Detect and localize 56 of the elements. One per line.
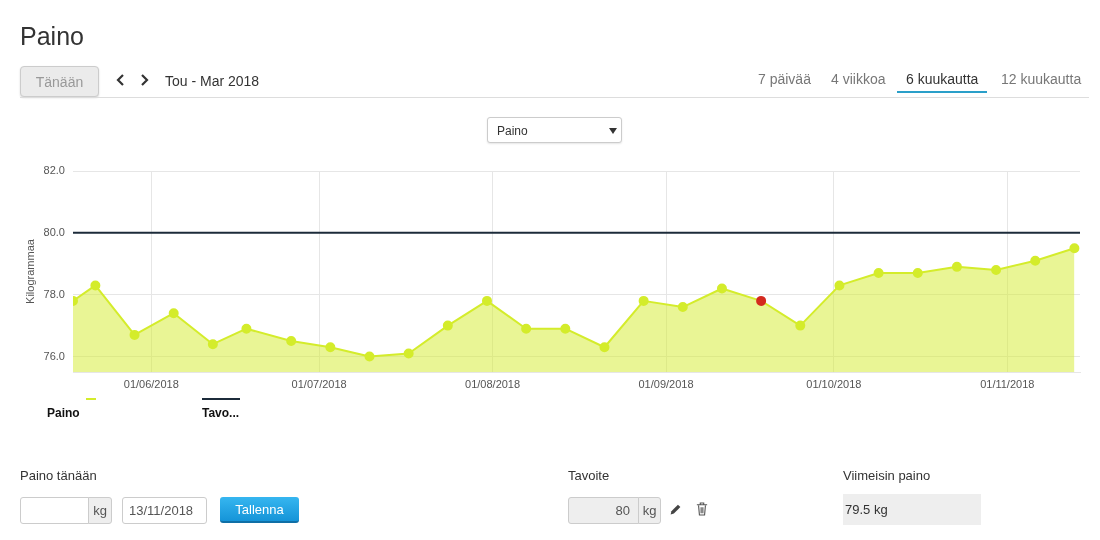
text: 4 viikkoa bbox=[831, 71, 886, 87]
unit-addon: kg bbox=[88, 497, 112, 524]
point bbox=[241, 323, 252, 334]
chart-subtitle: Tou - Mar 2018 bbox=[165, 73, 260, 89]
point bbox=[364, 351, 375, 362]
legend-label: Paino bbox=[47, 406, 81, 420]
y-tick-label: 82.0 bbox=[43, 164, 65, 177]
x-tick-label: 01/11/2018 bbox=[980, 377, 1035, 390]
today-button: Tänään bbox=[20, 66, 99, 97]
point bbox=[716, 283, 727, 294]
point bbox=[912, 268, 923, 279]
text: 6 kuukautta bbox=[906, 71, 979, 87]
point bbox=[286, 336, 297, 347]
point bbox=[677, 302, 688, 313]
y-tick-label: 76.0 bbox=[43, 349, 65, 362]
point bbox=[168, 308, 179, 319]
x-tick-label: 01/08/2018 bbox=[465, 377, 521, 390]
point bbox=[207, 339, 218, 350]
x-tick-label: 01/06/2018 bbox=[123, 377, 179, 390]
text: Viimeisin paino bbox=[843, 468, 931, 483]
point bbox=[834, 280, 845, 291]
point bbox=[1030, 255, 1041, 266]
text: 7 päivää bbox=[758, 71, 811, 87]
point bbox=[1069, 243, 1080, 254]
point bbox=[599, 342, 610, 353]
x-tick-label: 01/10/2018 bbox=[806, 377, 862, 390]
x-tick-label: 01/09/2018 bbox=[638, 377, 694, 390]
point bbox=[129, 329, 140, 340]
point bbox=[756, 295, 767, 306]
unit-addon: kg bbox=[638, 497, 661, 524]
save-button: Tallenna bbox=[220, 497, 299, 523]
y-tick-label: 80.0 bbox=[43, 225, 65, 238]
point bbox=[325, 342, 336, 353]
point bbox=[951, 261, 962, 272]
point bbox=[638, 295, 649, 306]
point bbox=[442, 320, 453, 331]
point bbox=[481, 295, 492, 306]
legend-label: Tavo... bbox=[202, 406, 241, 420]
point bbox=[521, 323, 532, 334]
goal-input-field: 80 bbox=[568, 497, 639, 524]
text: 12 kuukautta bbox=[1001, 71, 1082, 87]
text: Paino tänään bbox=[20, 468, 97, 483]
latest-weight-box: 79.5 kg bbox=[843, 494, 981, 525]
x-tick-label: 01/07/2018 bbox=[291, 377, 347, 390]
point bbox=[795, 320, 806, 331]
point bbox=[873, 268, 884, 279]
date-input-field: 13/11/2018 bbox=[122, 497, 207, 524]
point bbox=[403, 348, 414, 359]
point bbox=[991, 264, 1002, 275]
text: Tavoite bbox=[568, 468, 610, 483]
chart-title: Paino bbox=[20, 22, 84, 51]
y-tick-label: 78.0 bbox=[43, 287, 65, 300]
dropdown-field: Paino bbox=[487, 117, 622, 143]
point bbox=[560, 323, 571, 334]
point bbox=[90, 280, 101, 291]
y-axis-title: Kilogrammaa bbox=[23, 238, 36, 304]
